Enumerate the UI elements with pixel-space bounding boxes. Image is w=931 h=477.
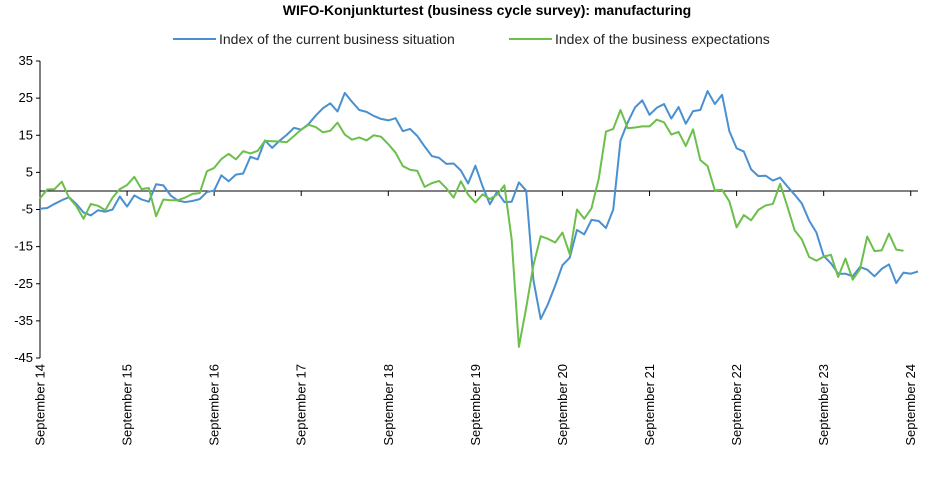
y-tick-label: -5: [21, 202, 33, 217]
y-tick-label: -35: [14, 313, 33, 328]
y-tick-label: -25: [14, 276, 33, 291]
y-tick-label: -15: [14, 239, 33, 254]
series-line-current-situation: [39, 90, 919, 321]
y-tick-label: 25: [19, 90, 33, 105]
legend: Index of the current business situation …: [173, 31, 770, 47]
x-tick-label: September 19: [468, 364, 483, 446]
legend-label-current: Index of the current business situation: [219, 31, 455, 47]
y-tick-label: 15: [19, 127, 33, 142]
chart-title: WIFO-Konjunkturtest (business cycle surv…: [283, 2, 691, 18]
series-line-business-expectations: [39, 109, 904, 348]
y-tick-label: 5: [26, 164, 33, 179]
x-tick-label: September 17: [294, 364, 309, 446]
x-tick-label: September 22: [729, 364, 744, 446]
x-tick-label: September 18: [381, 364, 396, 446]
x-tick-label: September 24: [903, 364, 918, 446]
x-tick-label: September 14: [33, 364, 48, 446]
y-tick-label: -45: [14, 350, 33, 365]
x-tick-label: September 21: [642, 364, 657, 446]
y-tick-label: 35: [19, 53, 33, 68]
x-tick-label: September 15: [120, 364, 135, 446]
x-tick-label: September 20: [555, 364, 570, 446]
x-tick-label: September 23: [816, 364, 831, 446]
x-tick-label: September 16: [207, 364, 222, 446]
legend-label-expectations: Index of the business expectations: [555, 31, 770, 47]
